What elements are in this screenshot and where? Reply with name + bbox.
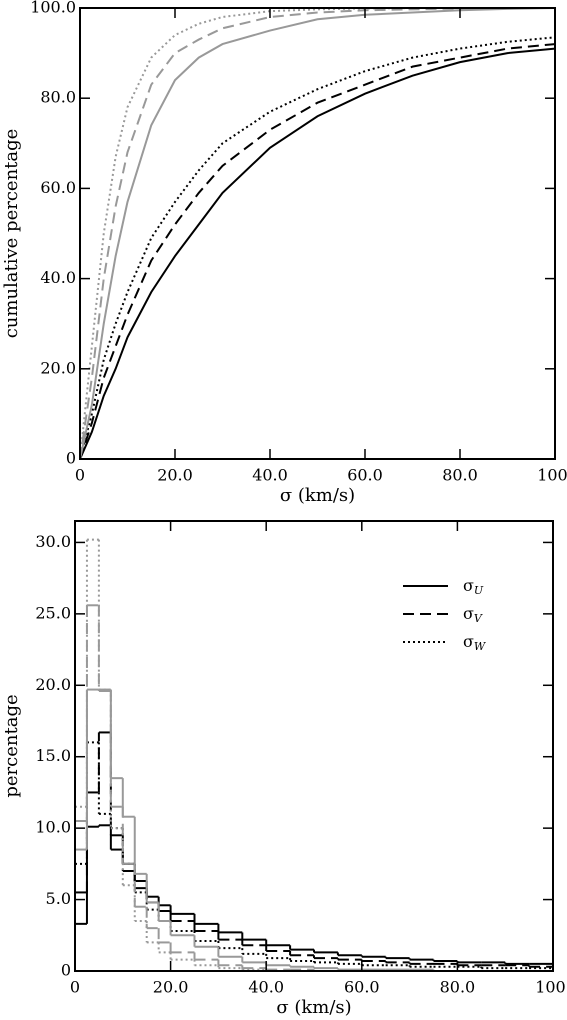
x-tick-label: 60.0 xyxy=(347,466,383,485)
y-tick-label: 60.0 xyxy=(40,178,76,197)
y-tick-label: 10.0 xyxy=(35,818,71,837)
y-tick-label: 15.0 xyxy=(35,746,71,765)
y-tick-label: 80.0 xyxy=(40,88,76,107)
y-tick-label: 30.0 xyxy=(35,532,71,551)
y-tick-label: 0 xyxy=(61,961,71,980)
legend-label: σV xyxy=(463,604,483,626)
y-tick-label: 20.0 xyxy=(40,358,76,377)
y-tick-label: 100.0 xyxy=(30,0,76,17)
plot-frame xyxy=(79,7,556,460)
y-axis-label: percentage xyxy=(1,694,22,797)
cumulative-line xyxy=(80,8,555,459)
legend-label: σW xyxy=(463,632,487,654)
cumulative-line xyxy=(80,43,555,459)
plot-area xyxy=(80,8,555,459)
y-axis-label: cumulative percentage xyxy=(1,129,22,339)
cumulative-line xyxy=(80,8,555,459)
plot-area xyxy=(75,538,553,971)
y-tick-label: 25.0 xyxy=(35,603,71,622)
x-tick-label: 40.0 xyxy=(252,466,288,485)
x-tick-label: 40.0 xyxy=(248,978,284,997)
cumulative-line xyxy=(80,8,555,459)
x-tick-label: 100. xyxy=(537,466,567,485)
plot-frame xyxy=(74,520,554,972)
y-tick-label: 20.0 xyxy=(35,675,71,694)
x-tick-label: 80.0 xyxy=(442,466,478,485)
y-tick-label: 40.0 xyxy=(40,268,76,287)
x-tick-label: 60.0 xyxy=(344,978,380,997)
x-axis-label: σ (km/s) xyxy=(276,997,351,1018)
x-tick-label: 100. xyxy=(535,978,567,997)
y-tick-label: 5.0 xyxy=(46,889,71,908)
x-tick-label: 80.0 xyxy=(440,978,476,997)
legend-label: σU xyxy=(463,576,484,598)
x-tick-label: 20.0 xyxy=(153,978,189,997)
x-axis-label: σ (km/s) xyxy=(280,485,355,506)
x-tick-label: 0 xyxy=(70,978,80,997)
cumulative-line xyxy=(80,36,555,459)
x-tick-label: 0 xyxy=(75,466,85,485)
x-tick-label: 20.0 xyxy=(157,466,193,485)
cumulative-line xyxy=(80,47,555,459)
y-tick-label: 0 xyxy=(66,449,76,468)
